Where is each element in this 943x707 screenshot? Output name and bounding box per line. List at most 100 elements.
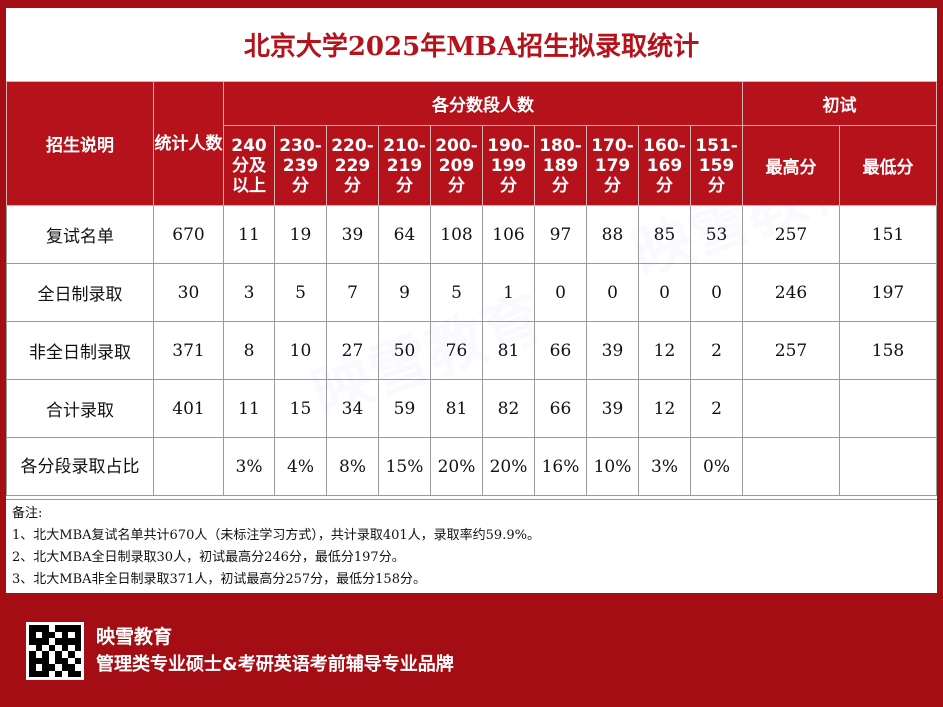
band-cell: 0	[586, 263, 639, 322]
brand-slogan: 管理类专业硕士&考研英语考前辅导专业品牌	[96, 654, 454, 675]
header-bands: 各分数段人数	[222, 81, 744, 126]
band-cell: 9	[378, 263, 431, 322]
band-cell: 39	[326, 205, 379, 264]
band-cell: 64	[378, 205, 431, 264]
band-cell: 5	[274, 263, 327, 322]
band-cell: 88	[586, 205, 639, 264]
band-cell: 15%	[378, 437, 431, 496]
row-label: 各分段录取占比	[6, 437, 154, 496]
band-cell: 34	[326, 379, 379, 438]
count-cell: 371	[153, 321, 224, 380]
count-cell: 30	[153, 263, 224, 322]
qr-code-icon	[26, 622, 84, 680]
band-cell: 0	[534, 263, 587, 322]
header-initial: 初试	[742, 81, 938, 126]
band-cell: 20%	[430, 437, 483, 496]
band-cell: 106	[482, 205, 535, 264]
band-header: 180-189分	[534, 125, 587, 206]
band-cell: 50	[378, 321, 431, 380]
band-cell: 66	[534, 321, 587, 380]
band-cell: 7	[326, 263, 379, 322]
band-header: 160-169分	[638, 125, 691, 206]
band-cell: 0	[638, 263, 691, 322]
row-label: 合计录取	[6, 379, 154, 438]
band-cell: 8%	[326, 437, 379, 496]
notes-section: 备注: 1、北大MBA复试名单共计670人（未标注学习方式），共计录取401人，…	[6, 499, 937, 593]
band-cell: 0	[689, 263, 744, 322]
band-cell: 8	[223, 321, 275, 380]
table-row: 合计录取 401 11 15 34 59 81 82 66 39 12 2	[6, 379, 938, 438]
header-row: 招生说明 统计人数 各分数段人数 初试	[6, 81, 938, 206]
note-line: 1、北大MBA复试名单共计670人（未标注学习方式），共计录取401人，录取率约…	[12, 528, 540, 543]
band-header: 190-199分	[482, 125, 535, 206]
band-cell: 1	[482, 263, 535, 322]
band-cell: 81	[430, 379, 483, 438]
band-cell: 81	[482, 321, 535, 380]
band-cell: 3%	[223, 437, 275, 496]
band-cell: 39	[586, 321, 639, 380]
header-desc: 招生说明	[6, 81, 154, 206]
table-row: 复试名单 670 11 19 39 64 108 106 97 88 85 53 257 151	[6, 205, 938, 264]
band-header: 220-229分	[326, 125, 379, 206]
content-panel: 映雪教育 映雪教育 映雪教育 北京大学2025年MBA招生拟录取统计 招生说明 …	[6, 8, 938, 593]
band-cell: 20%	[482, 437, 535, 496]
min-score-cell: 158	[839, 321, 938, 380]
max-score-cell: 257	[742, 321, 841, 380]
band-cell: 59	[378, 379, 431, 438]
band-cell: 4%	[274, 437, 327, 496]
table-row: 非全日制录取 371 8 10 27 50 76 81 66 39 12 2 257 158	[6, 321, 938, 380]
admission-table: 招生说明 统计人数 各分数段人数 初试 240分及以上 230-239分 220…	[6, 81, 938, 496]
max-score-cell: 257	[742, 205, 841, 264]
band-cell: 15	[274, 379, 327, 438]
band-cell: 3%	[638, 437, 691, 496]
band-header: 170-179分	[586, 125, 639, 206]
band-cell: 53	[689, 205, 744, 264]
band-header: 230-239分	[274, 125, 327, 206]
band-cell: 66	[534, 379, 587, 438]
band-cell: 108	[430, 205, 483, 264]
count-cell: 670	[153, 205, 224, 264]
count-cell	[153, 437, 224, 496]
band-header: 210-219分	[378, 125, 431, 206]
row-label: 全日制录取	[6, 263, 154, 322]
count-cell: 401	[153, 379, 224, 438]
band-cell: 16%	[534, 437, 587, 496]
header-min: 最低分	[839, 125, 938, 206]
max-score-cell	[742, 379, 841, 438]
note-line: 3、北大MBA非全日制录取371人，初试最高分257分，最低分158分。	[12, 572, 426, 587]
band-cell: 3	[223, 263, 275, 322]
band-cell: 5	[430, 263, 483, 322]
band-cell: 39	[586, 379, 639, 438]
row-label: 非全日制录取	[6, 321, 154, 380]
notes-heading: 备注:	[12, 506, 43, 521]
row-label: 复试名单	[6, 205, 154, 264]
band-cell: 0%	[689, 437, 744, 496]
band-cell: 19	[274, 205, 327, 264]
max-score-cell	[742, 437, 841, 496]
band-header: 151-159分	[689, 125, 744, 206]
page-title: 北京大学2025年MBA招生拟录取统计	[6, 8, 937, 81]
table-row: 各分段录取占比 3% 4% 8% 15% 20% 20% 16% 10% 3% 0%	[6, 437, 938, 496]
band-cell: 2	[689, 379, 744, 438]
band-cell: 76	[430, 321, 483, 380]
band-cell: 12	[638, 321, 691, 380]
band-header: 200-209分	[430, 125, 483, 206]
min-score-cell	[839, 379, 938, 438]
header-max: 最高分	[742, 125, 841, 206]
band-cell: 12	[638, 379, 691, 438]
brand-name: 映雪教育	[96, 626, 173, 648]
band-cell: 10%	[586, 437, 639, 496]
footer: 映雪教育 管理类专业硕士&考研英语考前辅导专业品牌	[26, 620, 454, 682]
band-cell: 27	[326, 321, 379, 380]
min-score-cell: 151	[839, 205, 938, 264]
band-cell: 82	[482, 379, 535, 438]
header-count: 统计人数	[153, 81, 224, 206]
note-line: 2、北大MBA全日制录取30人，初试最高分246分，最低分197分。	[12, 550, 405, 565]
max-score-cell: 246	[742, 263, 841, 322]
band-cell: 2	[689, 321, 744, 380]
header-row: 240分及以上 230-239分 220-229分 210-219分 200-2…	[7, 125, 938, 206]
table-row: 全日制录取 30 3 5 7 9 5 1 0 0 0 0 246 197	[6, 263, 938, 322]
band-header: 240分及以上	[223, 125, 275, 206]
band-cell: 11	[223, 379, 275, 438]
band-cell: 11	[223, 205, 275, 264]
